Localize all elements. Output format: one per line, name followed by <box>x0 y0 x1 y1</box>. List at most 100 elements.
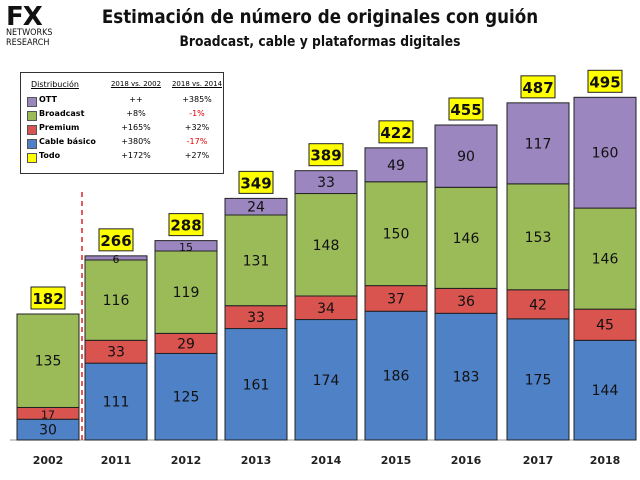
legend-row: Cable básico +380% -17% <box>21 137 223 150</box>
legend-change-vs-2014: -1% <box>189 109 205 118</box>
bar-segment-broadcast <box>573 207 637 310</box>
data-label-premium: 34 <box>317 301 335 317</box>
legend-change-vs-2002: ++ <box>129 95 143 104</box>
fx-networks-logo: FX NETWORKS RESEARCH <box>6 2 96 48</box>
bar-segment-premium <box>434 287 498 314</box>
bar-segment-cable <box>364 310 428 441</box>
total-label-box <box>238 170 274 194</box>
x-tick-label: 2016 <box>451 454 482 467</box>
legend-change-vs-2014: +27% <box>184 151 210 160</box>
legend-row: Broadcast +8% -1% <box>21 109 223 122</box>
legend-series-name: Todo <box>39 151 61 160</box>
data-label-cable: 174 <box>313 373 340 389</box>
total-label: 288 <box>170 217 201 235</box>
x-tick-label: 2017 <box>523 454 554 467</box>
legend-swatch <box>27 153 37 163</box>
logo-line2: RESEARCH <box>6 38 50 48</box>
bar-segment-ott <box>364 147 428 183</box>
data-label-cable: 183 <box>453 370 480 386</box>
data-label-cable: 186 <box>383 369 410 385</box>
legend-row: Todo +172% +27% <box>21 151 223 164</box>
data-label-cable: 161 <box>243 377 270 393</box>
legend-series-name: Broadcast <box>39 109 85 118</box>
legend-change-vs-2014: +32% <box>184 123 210 132</box>
bar-segment-broadcast <box>506 183 570 291</box>
total-label-box <box>587 69 623 93</box>
data-label-ott: 49 <box>387 158 405 174</box>
total-label: 182 <box>32 290 63 308</box>
logo-mark: FX <box>6 2 43 32</box>
legend-change-vs-2002: +380% <box>121 137 151 146</box>
data-label-broadcast: 135 <box>35 354 62 370</box>
data-label-cable: 111 <box>103 395 130 411</box>
data-label-ott: 15 <box>179 241 193 254</box>
legend-change-vs-2002: +165% <box>121 123 151 132</box>
bar-segment-ott <box>84 255 148 261</box>
legend-swatch <box>27 97 37 107</box>
legend-row: Premium +165% +32% <box>21 123 223 136</box>
bar-segment-ott <box>434 124 498 188</box>
bar-segment-broadcast <box>84 259 148 341</box>
data-label-premium: 17 <box>41 408 55 421</box>
total-label-box <box>448 97 484 121</box>
x-tick-label: 2014 <box>311 454 342 467</box>
data-label-broadcast: 119 <box>173 285 200 301</box>
bar-segment-broadcast <box>154 250 218 334</box>
data-label-broadcast: 146 <box>592 252 619 268</box>
data-label-ott: 117 <box>525 136 552 152</box>
bar-segment-cable <box>294 319 358 441</box>
data-label-premium: 36 <box>457 294 475 310</box>
bar-segment-ott <box>154 240 218 252</box>
data-label-broadcast: 153 <box>525 230 552 246</box>
bar-segment-ott <box>573 96 637 209</box>
total-label: 422 <box>380 124 411 142</box>
total-label-box <box>520 75 556 99</box>
legend-swatch <box>27 125 37 135</box>
data-label-broadcast: 116 <box>103 293 130 309</box>
total-label-box <box>30 286 66 310</box>
legend-change-vs-2014: -17% <box>186 137 208 146</box>
bar-segment-ott <box>506 102 570 185</box>
legend-swatch <box>27 139 37 149</box>
x-tick-label: 2011 <box>101 454 132 467</box>
legend-col1-header: 2018 vs. 2002 <box>110 80 162 88</box>
bar-segment-ott <box>294 170 358 195</box>
data-label-cable: 125 <box>173 390 200 406</box>
total-label-box <box>378 120 414 144</box>
data-label-premium: 29 <box>177 336 195 352</box>
data-label-premium: 33 <box>247 310 265 326</box>
total-label: 495 <box>589 73 620 91</box>
bar-segment-broadcast <box>294 193 358 297</box>
x-tick-label: 2015 <box>381 454 412 467</box>
data-label-ott: 33 <box>317 175 335 191</box>
legend-table: Distribución 2018 vs. 2002 2018 vs. 2014… <box>20 72 224 174</box>
bar-segment-broadcast <box>434 186 498 289</box>
data-label-ott: 160 <box>592 146 619 162</box>
legend-row: OTT ++ +385% <box>21 95 223 108</box>
legend-series-name: Premium <box>39 123 80 132</box>
bar-segment-cable <box>84 362 148 441</box>
bar-segment-premium <box>573 308 637 341</box>
data-label-premium: 45 <box>596 318 614 334</box>
data-label-cable: 175 <box>525 372 552 388</box>
legend-change-vs-2002: +172% <box>121 151 151 160</box>
total-label-box <box>98 228 134 252</box>
x-tick-label: 2018 <box>590 454 621 467</box>
data-label-broadcast: 146 <box>453 231 480 247</box>
chart-title: Estimación de número de originales con g… <box>101 6 539 28</box>
bar-segment-broadcast <box>364 181 428 287</box>
bar-segment-cable <box>154 352 218 441</box>
data-label-premium: 42 <box>529 297 547 313</box>
total-label-box <box>308 143 344 167</box>
bar-segment-cable <box>573 339 637 441</box>
data-label-cable: 144 <box>592 383 619 399</box>
data-label-broadcast: 148 <box>313 238 340 254</box>
total-label: 487 <box>522 79 553 97</box>
legend-change-vs-2002: +8% <box>126 109 146 118</box>
bar-segment-ott <box>224 197 288 216</box>
data-label-premium: 37 <box>387 291 405 307</box>
data-label-premium: 33 <box>107 345 125 361</box>
chart-subtitle: Broadcast, cable y plataformas digitales <box>179 34 461 50</box>
data-label-broadcast: 131 <box>243 253 270 269</box>
